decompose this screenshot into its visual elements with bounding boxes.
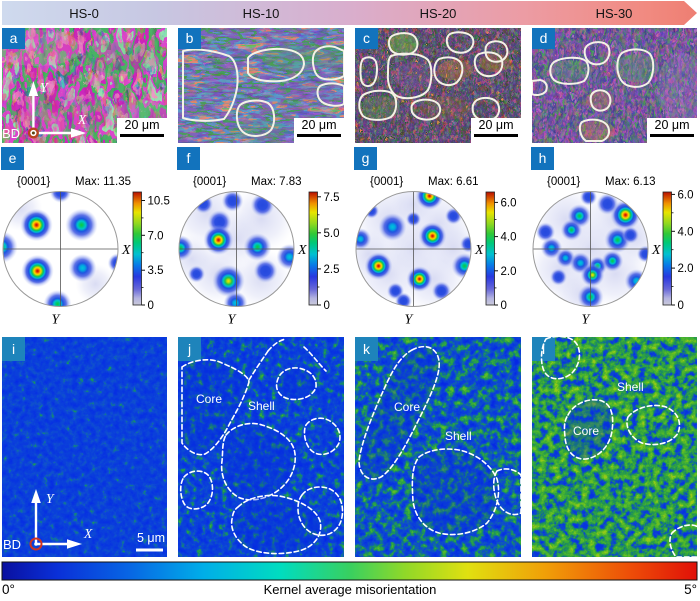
svg-text:BD: BD [3, 537, 21, 552]
svg-text:X: X [651, 243, 661, 258]
svg-text:0: 0 [324, 300, 330, 312]
svg-text:BD: BD [2, 126, 20, 141]
svg-text:X: X [77, 112, 87, 127]
svg-text:Y: Y [52, 313, 62, 328]
svg-text:X: X [297, 243, 307, 258]
svg-text:0: 0 [678, 300, 684, 312]
svg-text:X: X [474, 243, 484, 258]
svg-text:6.0: 6.0 [678, 189, 694, 201]
svg-text:0: 0 [148, 300, 154, 312]
svg-text:5.0: 5.0 [324, 228, 340, 240]
svg-text:Y: Y [582, 313, 592, 328]
svg-text:2.0: 2.0 [501, 266, 517, 278]
svg-text:4.0: 4.0 [501, 232, 517, 244]
svg-text:Y: Y [405, 313, 415, 328]
svg-text:X: X [83, 526, 93, 541]
svg-text:4.0: 4.0 [678, 226, 694, 238]
svg-text:Y: Y [228, 313, 238, 328]
svg-text:10.5: 10.5 [148, 196, 170, 208]
svg-text:X: X [121, 243, 131, 258]
svg-text:7.5: 7.5 [324, 192, 340, 204]
svg-text:6.0: 6.0 [501, 197, 517, 209]
svg-text:2.5: 2.5 [324, 264, 340, 276]
svg-text:3.5: 3.5 [148, 265, 164, 277]
svg-text:2.0: 2.0 [678, 263, 694, 275]
svg-text:Y: Y [40, 80, 49, 95]
svg-text:Y: Y [46, 491, 55, 506]
svg-text:0: 0 [501, 300, 507, 312]
svg-text:7.0: 7.0 [148, 230, 164, 242]
svg-text:5 μm: 5 μm [137, 531, 165, 545]
